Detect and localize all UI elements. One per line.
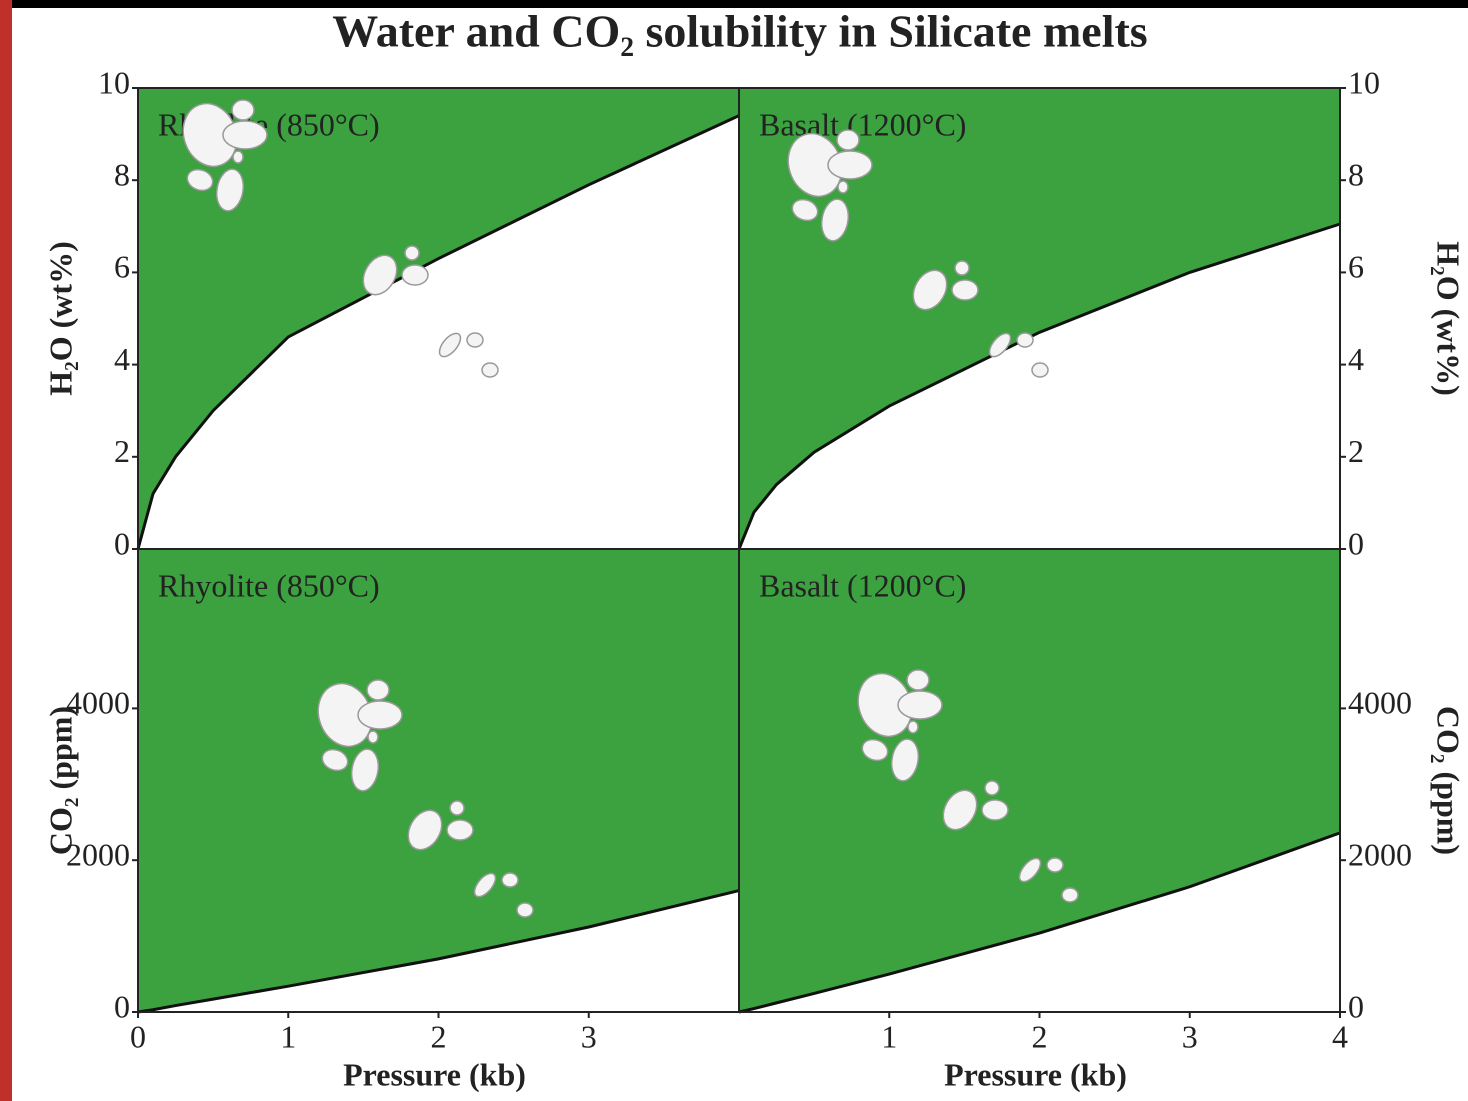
bubble bbox=[405, 246, 419, 260]
bubble bbox=[1047, 858, 1063, 872]
y-tick-label: 4 bbox=[1348, 341, 1364, 377]
bubble bbox=[232, 100, 254, 120]
bubble bbox=[368, 731, 378, 743]
y-tick-label: 10 bbox=[98, 64, 130, 100]
bubble bbox=[358, 701, 402, 729]
bubble bbox=[985, 781, 999, 795]
bubble bbox=[223, 121, 267, 149]
y-tick-label: 8 bbox=[1348, 157, 1364, 193]
x-tick-label: 2 bbox=[431, 1018, 447, 1054]
bubble bbox=[898, 691, 942, 719]
y-axis-label: H₂O (wt%) bbox=[42, 241, 78, 395]
chart: Water and CO₂ solubility in Silicate mel… bbox=[0, 0, 1468, 1101]
panel-label: Basalt (1200°C) bbox=[759, 567, 966, 603]
x-axis-label: Pressure (kb) bbox=[343, 1056, 526, 1092]
bubble bbox=[828, 151, 872, 179]
x-tick-label: 2 bbox=[1032, 1018, 1048, 1054]
y-axis-label: H₂O (wt%) bbox=[1431, 241, 1467, 395]
x-tick-label: 0 bbox=[130, 1018, 146, 1054]
bubble bbox=[955, 261, 969, 275]
y-tick-label: 0 bbox=[1348, 988, 1364, 1024]
bubble bbox=[952, 280, 978, 300]
y-tick-label: 2000 bbox=[1348, 837, 1412, 873]
bubble bbox=[982, 800, 1008, 820]
y-tick-label: 0 bbox=[114, 525, 130, 561]
x-tick-label: 1 bbox=[280, 1018, 296, 1054]
y-tick-label: 2 bbox=[114, 433, 130, 469]
y-tick-label: 6 bbox=[1348, 249, 1364, 285]
bubble bbox=[450, 801, 464, 815]
bubble bbox=[467, 333, 483, 347]
panel-label: Basalt (1200°C) bbox=[759, 106, 966, 142]
x-axis-label: Pressure (kb) bbox=[944, 1056, 1127, 1092]
x-tick-label: 1 bbox=[881, 1018, 897, 1054]
bubble bbox=[233, 151, 243, 163]
bubble bbox=[1032, 363, 1048, 377]
y-tick-label: 10 bbox=[1348, 64, 1380, 100]
bubble bbox=[502, 873, 518, 887]
bubble bbox=[447, 820, 473, 840]
y-tick-label: 4000 bbox=[1348, 685, 1412, 721]
bubble bbox=[837, 130, 859, 150]
y-tick-label: 8 bbox=[114, 157, 130, 193]
y-tick-label: 2 bbox=[1348, 433, 1364, 469]
x-tick-label: 3 bbox=[581, 1018, 597, 1054]
x-tick-label: 4 bbox=[1332, 1018, 1348, 1054]
bubble bbox=[402, 265, 428, 285]
bubble bbox=[1062, 888, 1078, 902]
y-tick-label: 6 bbox=[114, 249, 130, 285]
panel-label: Rhyolite (850°C) bbox=[158, 567, 380, 603]
bubble bbox=[1017, 333, 1033, 347]
page: {"title": "Water and CO₂ solubility in S… bbox=[0, 0, 1468, 1101]
y-tick-label: 0 bbox=[114, 988, 130, 1024]
y-axis-label: CO₂ (ppm) bbox=[1431, 706, 1467, 855]
y-tick-label: 4 bbox=[114, 341, 130, 377]
side-strip bbox=[0, 0, 12, 1101]
bubble bbox=[517, 903, 533, 917]
y-tick-label: 0 bbox=[1348, 525, 1364, 561]
bubble bbox=[482, 363, 498, 377]
bubble bbox=[908, 721, 918, 733]
bubble bbox=[907, 670, 929, 690]
x-tick-label: 3 bbox=[1182, 1018, 1198, 1054]
bubble bbox=[838, 181, 848, 193]
y-axis-label: CO₂ (ppm) bbox=[42, 706, 78, 855]
bubble bbox=[367, 680, 389, 700]
chart-title: Water and CO₂ solubility in Silicate mel… bbox=[332, 6, 1147, 57]
